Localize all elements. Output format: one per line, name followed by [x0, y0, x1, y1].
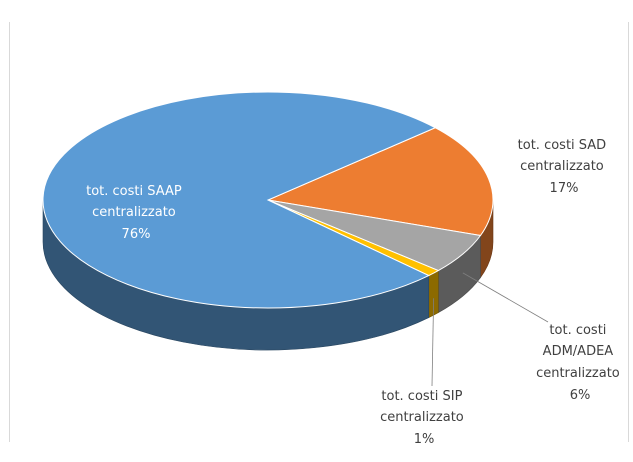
data-label-sad-line-2: centralizzato: [520, 159, 604, 174]
pie-tops: [42, 91, 494, 309]
data-label-adm-line-3: centralizzato: [536, 366, 620, 381]
data-label-sad-line-3: 17%: [550, 181, 579, 196]
data-label-sip: tot. costi SIP centralizzato 1%: [380, 389, 468, 447]
data-label-adm-line-2: ADM/ADEA: [543, 344, 614, 359]
frame-border-right: [628, 22, 629, 442]
data-label-sad: tot. costi SAD centralizzato 17%: [518, 138, 611, 196]
data-label-adm-line-4: 6%: [570, 388, 591, 403]
data-label-saap-line-2: centralizzato: [92, 205, 176, 220]
data-label-adm: tot. costi ADM/ADEA centralizzato 6%: [536, 323, 624, 403]
leader-line-adm: [462, 272, 549, 323]
data-label-saap: tot. costi SAAP centralizzato 76%: [86, 184, 186, 242]
frame-border-left: [9, 22, 10, 442]
data-label-saap-line-1: tot. costi SAAP: [86, 184, 182, 199]
data-label-sad-line-1: tot. costi SAD: [518, 138, 607, 153]
data-label-sip-line-2: centralizzato: [380, 410, 464, 425]
leader-lines: [431, 272, 549, 387]
leader-line-sip: [431, 298, 435, 387]
data-label-sip-line-3: 1%: [414, 432, 435, 447]
data-label-saap-line-3: 76%: [122, 227, 151, 242]
data-label-sip-line-1: tot. costi SIP: [381, 389, 462, 404]
data-labels: tot. costi SAD centralizzato 17% tot. co…: [86, 138, 624, 447]
pie-slice-saap: [42, 91, 437, 309]
data-label-adm-line-1: tot. costi: [549, 323, 606, 338]
pie-slice-sad: [266, 127, 494, 237]
